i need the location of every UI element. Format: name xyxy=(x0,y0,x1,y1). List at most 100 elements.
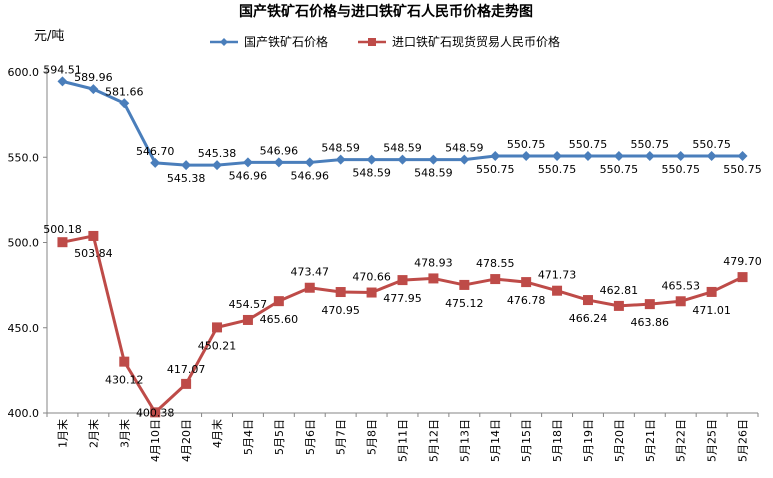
data-point xyxy=(242,314,253,325)
data-label: 463.86 xyxy=(631,316,670,329)
data-point xyxy=(521,277,532,288)
data-label: 476.78 xyxy=(507,294,546,307)
data-label: 478.93 xyxy=(414,256,453,269)
data-point xyxy=(737,272,748,283)
x-tick-label: 5月8日 xyxy=(366,419,379,455)
data-label: 548.59 xyxy=(383,142,422,155)
y-tick-label: 600.0 xyxy=(8,66,40,79)
data-label: 548.59 xyxy=(321,142,360,155)
x-tick-label: 5月6日 xyxy=(304,419,317,455)
data-label: 548.59 xyxy=(445,142,484,155)
data-point xyxy=(335,154,346,165)
data-point xyxy=(366,154,377,165)
data-label: 550.75 xyxy=(476,163,515,176)
data-point xyxy=(397,275,408,286)
data-point xyxy=(119,356,130,367)
chart-title: 国产铁矿石价格与进口铁矿石人民币价格走势图 xyxy=(239,3,533,20)
data-label: 581.66 xyxy=(105,85,144,98)
data-point xyxy=(212,160,223,171)
data-label: 550.75 xyxy=(600,163,639,176)
x-tick-label: 5月19日 xyxy=(582,419,595,462)
x-tick-label: 5月15日 xyxy=(520,419,533,462)
data-point xyxy=(490,274,501,285)
data-point xyxy=(428,154,439,165)
data-point xyxy=(181,160,192,171)
x-tick-label: 5月4日 xyxy=(242,419,255,455)
data-point xyxy=(521,150,532,161)
data-label: 545.38 xyxy=(198,147,237,160)
x-tick-label: 5月18日 xyxy=(551,419,564,462)
data-point xyxy=(613,150,624,161)
legend-marker xyxy=(220,38,228,46)
data-label: 589.96 xyxy=(74,71,113,84)
data-point xyxy=(706,150,717,161)
data-point xyxy=(613,300,624,311)
data-point xyxy=(552,285,563,296)
data-label: 478.55 xyxy=(476,257,515,270)
legend-label: 进口铁矿石现货贸易人民币价格 xyxy=(392,34,560,49)
data-point xyxy=(675,296,686,307)
data-point xyxy=(335,287,346,298)
x-tick-label: 5月21日 xyxy=(644,419,657,462)
data-label: 477.95 xyxy=(383,292,422,305)
data-label: 454.57 xyxy=(229,298,268,311)
data-label: 550.75 xyxy=(569,138,608,151)
data-point xyxy=(644,299,655,310)
x-tick-label: 5月7日 xyxy=(335,419,348,455)
data-point xyxy=(366,287,377,298)
data-label: 500.18 xyxy=(43,223,82,236)
data-label: 465.53 xyxy=(661,279,700,292)
data-point xyxy=(57,237,68,248)
data-point xyxy=(582,150,593,161)
data-point xyxy=(459,279,470,290)
data-label: 503.84 xyxy=(74,247,113,260)
data-point xyxy=(706,286,717,297)
data-point xyxy=(675,150,686,161)
data-label: 473.47 xyxy=(291,266,330,279)
y-tick-label: 450.0 xyxy=(8,322,40,335)
data-point xyxy=(490,150,501,161)
data-label: 548.59 xyxy=(352,167,391,180)
x-tick-label: 5月26日 xyxy=(737,419,750,462)
data-label: 471.01 xyxy=(692,304,731,317)
data-label: 475.12 xyxy=(445,297,484,310)
legend: 国产铁矿石价格 进口铁矿石现货贸易人民币价格 xyxy=(210,34,560,49)
data-label: 466.24 xyxy=(569,312,608,325)
legend-marker xyxy=(368,38,376,46)
x-tick-label: 3月末 xyxy=(117,419,131,448)
data-label: 430.12 xyxy=(105,374,144,387)
data-label: 546.96 xyxy=(260,144,299,157)
data-point xyxy=(397,154,408,165)
data-point xyxy=(737,150,748,161)
data-point xyxy=(304,157,315,168)
x-tick-label: 4月末 xyxy=(210,419,224,448)
x-tick-label: 1月末 xyxy=(55,419,69,448)
data-point xyxy=(459,154,470,165)
data-label: 548.59 xyxy=(414,167,453,180)
data-label: 550.75 xyxy=(661,163,700,176)
x-tick-label: 5月11日 xyxy=(397,419,410,462)
data-label: 546.96 xyxy=(229,169,268,182)
x-tick-label: 4月10日 xyxy=(149,419,162,462)
data-label: 550.75 xyxy=(631,138,670,151)
data-label: 546.70 xyxy=(136,145,175,158)
data-label: 465.60 xyxy=(260,313,299,326)
data-point xyxy=(273,157,284,168)
data-label: 550.75 xyxy=(723,163,762,176)
data-point xyxy=(88,230,99,241)
data-point xyxy=(150,407,161,418)
x-tick-label: 5月13日 xyxy=(458,419,471,462)
data-label: 417.07 xyxy=(167,363,206,376)
x-tick-label: 5月25日 xyxy=(706,419,719,462)
y-tick-label: 550.0 xyxy=(8,151,40,164)
data-label: 462.81 xyxy=(600,284,639,297)
data-label: 550.75 xyxy=(538,163,577,176)
data-label: 479.70 xyxy=(723,255,762,268)
y-tick-label: 400.0 xyxy=(8,407,40,420)
data-point xyxy=(273,296,284,307)
data-label: 400.38 xyxy=(136,406,175,419)
data-point xyxy=(57,76,68,87)
